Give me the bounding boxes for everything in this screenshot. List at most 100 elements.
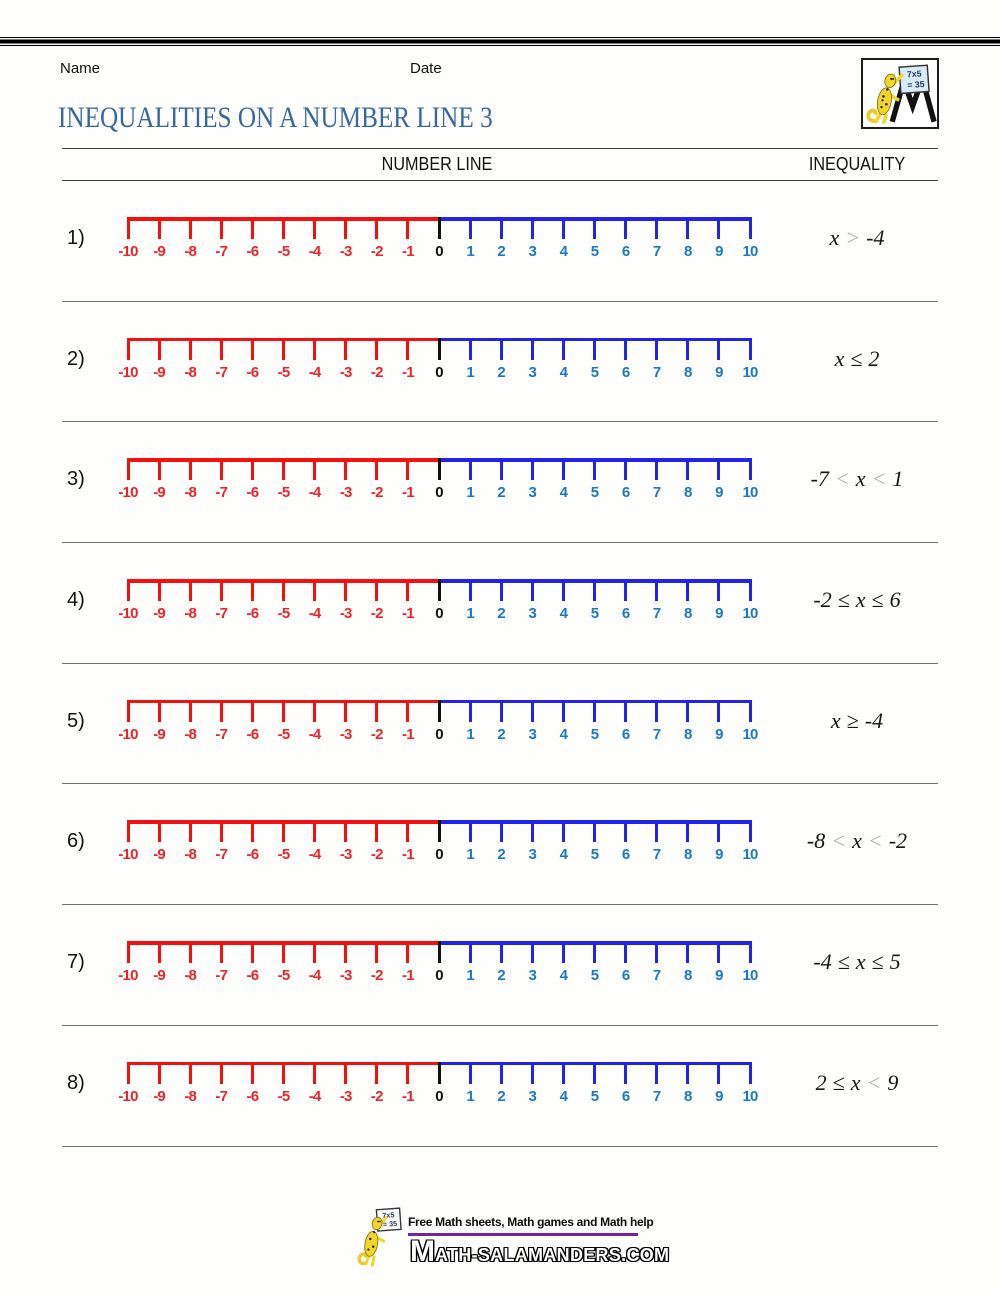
number-label: 7 [652, 967, 661, 985]
tick-mark [437, 579, 441, 602]
inequality-operand: x [852, 828, 862, 854]
number-label: -3 [339, 1087, 353, 1105]
number-label: 3 [528, 846, 537, 864]
tick-mark [344, 941, 348, 964]
number-label: -9 [153, 1087, 166, 1105]
number-label: 10 [742, 725, 758, 743]
inequality-operand: -4 [813, 949, 832, 975]
number-label: 4 [559, 846, 568, 864]
tick-mark [437, 699, 441, 722]
tick-mark [188, 337, 192, 360]
footer-tagline: Free Math sheets, Math games and Math he… [408, 1215, 654, 1229]
worksheet-rows: 1) -10 -9 -8 -7 -6 -5 -4 -3 -2 -1 0 1 2 3 4 5 6 7 8 9 10 x > -… [62, 181, 938, 1147]
inequality-operand: x [830, 707, 841, 733]
number-label: 8 [684, 1087, 692, 1105]
number-label: 2 [497, 967, 505, 985]
tick-mark [717, 941, 721, 964]
number-label: 4 [559, 725, 568, 743]
tick-mark [655, 1061, 659, 1084]
tick-mark [282, 1061, 285, 1084]
inequality-operand: -4 [866, 225, 885, 250]
number-label: -8 [184, 846, 197, 864]
number-line: -10 -9 -8 -7 -6 -5 -4 -3 -2 -1 0 1 2 3 4 5 6 7 8 9 10 [118, 458, 758, 508]
number-label: 5 [590, 243, 599, 260]
tick-mark [219, 579, 223, 602]
number-label: -3 [339, 363, 353, 381]
number-label: -4 [308, 1087, 322, 1105]
number-label: 8 [684, 605, 692, 623]
number-label: -9 [153, 967, 166, 985]
question-number: 3) [67, 468, 85, 491]
number-line: -10 -9 -8 -7 -6 -5 -4 -3 -2 -1 0 1 2 3 4 5 6 7 8 9 10 [118, 820, 758, 870]
column-header-number-line: NUMBER LINE [381, 154, 493, 174]
tick-mark [499, 217, 503, 239]
tick-mark [624, 820, 628, 843]
number-label: 2 [497, 725, 505, 743]
tick-mark [219, 941, 223, 964]
tick-mark [437, 217, 441, 239]
number-label: -10 [118, 1087, 138, 1105]
number-label: -1 [402, 846, 415, 864]
tick-mark [282, 820, 285, 843]
tick-mark [593, 458, 596, 481]
number-label: 2 [497, 1087, 505, 1105]
tick-mark [437, 337, 441, 360]
footer-accent-rule [408, 1233, 638, 1236]
inequality-symbol: < [866, 1069, 882, 1095]
number-label: -10 [118, 967, 138, 985]
number-label: 0 [435, 967, 443, 985]
number-label: -6 [246, 1087, 260, 1105]
number-label: 1 [466, 484, 474, 502]
tick-mark [375, 579, 379, 602]
worksheet-row: 7) -10 -9 -8 -7 -6 -5 -4 -3 -2 -1 0 1 2 3 4 5 6 7 8 9 10 -4 ≤… [62, 905, 938, 1026]
tick-mark [530, 458, 534, 481]
tick-mark [468, 820, 472, 843]
number-label: -7 [215, 725, 228, 743]
number-label: -7 [215, 605, 228, 623]
number-label: 2 [497, 846, 505, 864]
number-label: 10 [742, 605, 758, 623]
number-label: -2 [370, 605, 384, 623]
tick-mark [375, 941, 379, 964]
tick-mark [437, 1061, 441, 1084]
inequality-expression: -2 ≤ x ≤6 [769, 587, 945, 613]
number-label: 9 [715, 846, 723, 864]
number-label: 8 [684, 846, 692, 864]
number-label: -10 [118, 363, 138, 381]
tick-mark [561, 337, 565, 360]
inequality-symbol: < [871, 466, 887, 492]
inequality-symbol: ≤ [832, 1069, 845, 1095]
number-label: -3 [339, 846, 353, 864]
tick-mark [499, 699, 503, 722]
number-label: -1 [402, 605, 415, 623]
inequality-symbol: ≤ [871, 587, 884, 613]
tick-mark [126, 1061, 130, 1084]
number-label: -2 [370, 967, 384, 985]
number-label: -5 [277, 725, 291, 743]
inequality-operand: x [855, 587, 866, 613]
inequality-operand: x [855, 466, 866, 492]
number-label: -4 [308, 484, 322, 502]
tick-mark [468, 217, 472, 239]
number-label: 2 [497, 484, 505, 502]
tick-mark [344, 458, 348, 481]
number-label: 5 [590, 1087, 599, 1105]
number-label: 1 [466, 363, 474, 381]
worksheet-row: 2) -10 -9 -8 -7 -6 -5 -4 -3 -2 -1 0 1 2 3 4 5 6 7 8 9 10 x ≤2 [62, 302, 938, 423]
number-label: -6 [246, 846, 260, 864]
inequality-operand: 1 [892, 466, 904, 492]
tick-mark [717, 1061, 721, 1084]
number-label: -10 [118, 605, 138, 623]
inequality-expression: -7 < x <1 [769, 466, 945, 492]
number-label: 0 [435, 243, 443, 260]
tick-mark [219, 337, 223, 360]
number-label: 6 [621, 846, 630, 864]
tick-mark [624, 699, 628, 722]
number-label: 5 [590, 967, 599, 985]
tick-mark [748, 458, 752, 481]
number-label: 7 [652, 243, 661, 260]
tick-mark [593, 579, 596, 602]
number-label: 1 [466, 846, 474, 864]
tick-mark [717, 458, 721, 481]
tick-mark [686, 699, 690, 722]
